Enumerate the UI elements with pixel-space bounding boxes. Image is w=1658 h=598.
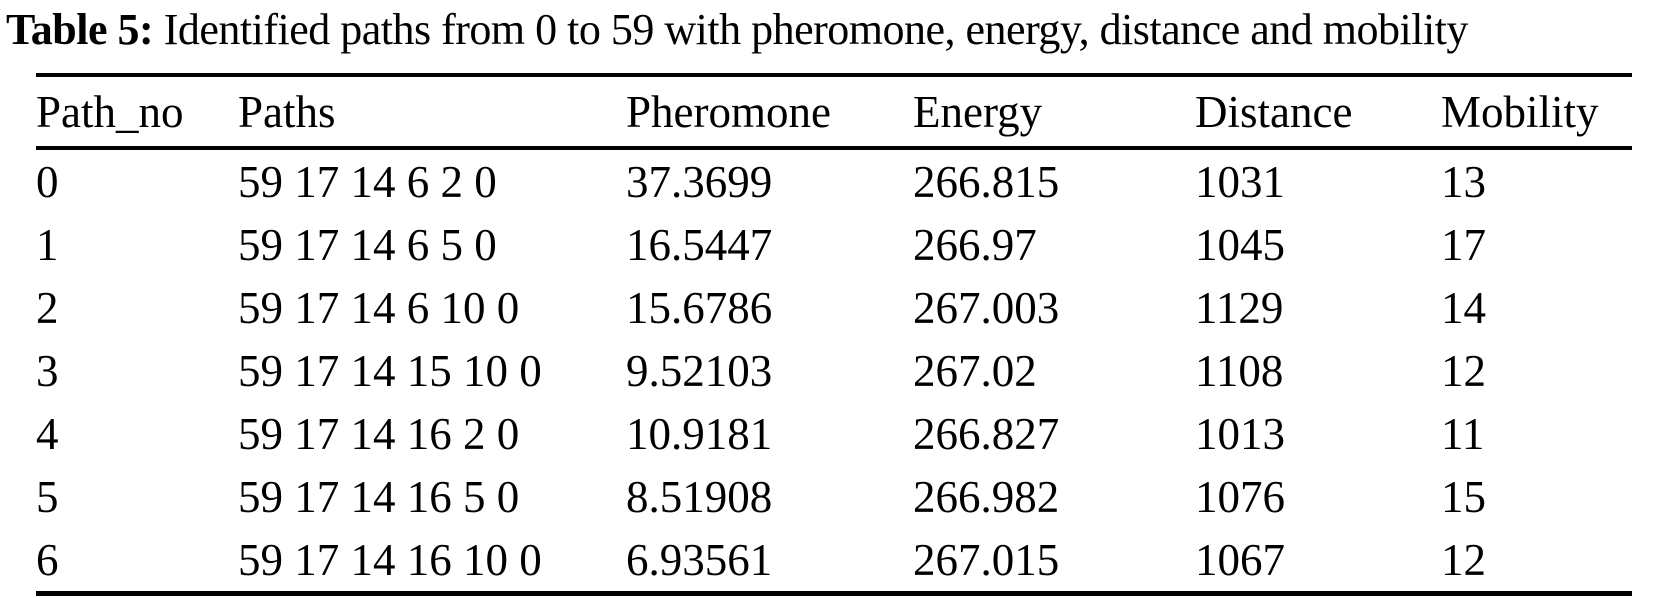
cell-mobility: 14 xyxy=(1441,282,1486,333)
cell-paths: 59 17 14 6 10 0 xyxy=(238,282,520,333)
cell-paths: 59 17 14 6 2 0 xyxy=(238,156,497,207)
column-header-path_no: Path_no xyxy=(36,75,238,150)
cell-path_no: 1 xyxy=(36,219,59,270)
table-row: 6 59 17 14 16 10 0 6.93561 267.015 1067 12 xyxy=(36,528,1632,594)
cell-path_no: 3 xyxy=(36,345,59,396)
cell-path_no: 5 xyxy=(36,471,59,522)
paths-table: Path_no Paths Pheromone Energy Distance Mobil… xyxy=(36,73,1632,596)
cell-distance: 1067 xyxy=(1195,534,1285,585)
cell-mobility: 12 xyxy=(1441,345,1486,396)
cell-energy: 266.827 xyxy=(913,408,1060,459)
cell-pheromone: 10.9181 xyxy=(626,408,773,459)
table-row: 2 59 17 14 6 10 0 15.6786 267.003 1129 14 xyxy=(36,276,1632,339)
cell-distance: 1108 xyxy=(1195,345,1284,396)
table-caption: Table 5: Identified paths from 0 to 59 w… xyxy=(6,2,1658,57)
cell-distance: 1013 xyxy=(1195,408,1285,459)
cell-mobility: 13 xyxy=(1441,156,1486,207)
cell-path_no: 4 xyxy=(36,408,59,459)
column-header-energy: Energy xyxy=(913,75,1195,150)
table-caption-text: Identified paths from 0 to 59 with phero… xyxy=(163,5,1469,54)
column-header-paths: Paths xyxy=(238,75,626,150)
cell-paths: 59 17 14 15 10 0 xyxy=(238,345,542,396)
cell-path_no: 6 xyxy=(36,534,59,585)
table-row: 5 59 17 14 16 5 0 8.51908 266.982 1076 15 xyxy=(36,465,1632,528)
cell-energy: 267.02 xyxy=(913,345,1037,396)
cell-paths: 59 17 14 16 5 0 xyxy=(238,471,520,522)
cell-path_no: 2 xyxy=(36,282,59,333)
cell-paths: 59 17 14 16 10 0 xyxy=(238,534,542,585)
cell-path_no: 0 xyxy=(36,156,59,207)
table-body: 0 59 17 14 6 2 0 37.3699 266.815 1031 13 1 59 1… xyxy=(36,148,1632,594)
cell-mobility: 15 xyxy=(1441,471,1486,522)
cell-pheromone: 15.6786 xyxy=(626,282,773,333)
table-row: 1 59 17 14 6 5 0 16.5447 266.97 1045 17 xyxy=(36,213,1632,276)
table-row: 0 59 17 14 6 2 0 37.3699 266.815 1031 13 xyxy=(36,148,1632,213)
cell-paths: 59 17 14 6 5 0 xyxy=(238,219,497,270)
cell-energy: 266.982 xyxy=(913,471,1060,522)
table-caption-label: Table 5: xyxy=(6,5,154,54)
cell-mobility: 11 xyxy=(1441,408,1485,459)
cell-pheromone: 16.5447 xyxy=(626,219,773,270)
cell-pheromone: 37.3699 xyxy=(626,156,773,207)
cell-energy: 266.815 xyxy=(913,156,1060,207)
cell-energy: 267.015 xyxy=(913,534,1060,585)
cell-pheromone: 6.93561 xyxy=(626,534,773,585)
cell-distance: 1045 xyxy=(1195,219,1285,270)
cell-energy: 266.97 xyxy=(913,219,1037,270)
column-header-pheromone: Pheromone xyxy=(626,75,913,150)
cell-distance: 1076 xyxy=(1195,471,1285,522)
cell-pheromone: 8.51908 xyxy=(626,471,773,522)
cell-pheromone: 9.52103 xyxy=(626,345,773,396)
table-row: 4 59 17 14 16 2 0 10.9181 266.827 1013 11 xyxy=(36,402,1632,465)
cell-paths: 59 17 14 16 2 0 xyxy=(238,408,520,459)
table-row: 3 59 17 14 15 10 0 9.52103 267.02 1108 12 xyxy=(36,339,1632,402)
cell-distance: 1031 xyxy=(1195,156,1285,207)
cell-mobility: 12 xyxy=(1441,534,1486,585)
cell-mobility: 17 xyxy=(1441,219,1486,270)
column-header-mobility: Mobility xyxy=(1441,75,1632,150)
header-row: Path_no Paths Pheromone Energy Distance Mobil… xyxy=(36,75,1632,150)
cell-distance: 1129 xyxy=(1195,282,1284,333)
column-header-distance: Distance xyxy=(1195,75,1441,150)
cell-energy: 267.003 xyxy=(913,282,1060,333)
